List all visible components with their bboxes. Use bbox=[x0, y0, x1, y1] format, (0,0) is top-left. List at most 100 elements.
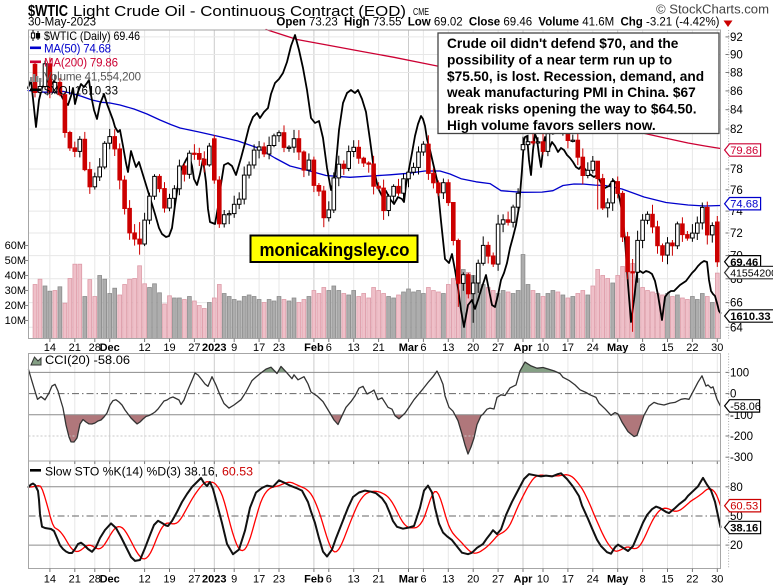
svg-text:Feb: Feb bbox=[304, 574, 324, 586]
svg-text:41554200: 41554200 bbox=[730, 268, 773, 280]
svg-text:weak manufacturing PMI in Chin: weak manufacturing PMI in China. $67 bbox=[446, 85, 696, 100]
svg-text:20: 20 bbox=[467, 342, 479, 354]
svg-text:28: 28 bbox=[89, 574, 101, 586]
svg-text:14: 14 bbox=[44, 342, 56, 354]
svg-text:monicakingsley.co: monicakingsley.co bbox=[260, 239, 410, 260]
svg-text:23: 23 bbox=[273, 342, 285, 354]
svg-text:Volume 41,554,200: Volume 41,554,200 bbox=[44, 72, 141, 84]
svg-text:50: 50 bbox=[730, 511, 743, 523]
svg-text:0: 0 bbox=[730, 389, 736, 401]
svg-text:86: 86 bbox=[730, 86, 743, 98]
svg-text:40M: 40M bbox=[5, 270, 26, 282]
svg-text:100: 100 bbox=[730, 367, 749, 379]
svg-text:CCI(20) -58.06: CCI(20) -58.06 bbox=[45, 355, 130, 367]
svg-text:13: 13 bbox=[442, 342, 454, 354]
svg-text:74.68: 74.68 bbox=[730, 199, 758, 211]
svg-text:$75.50, is lost. Recession, de: $75.50, is lost. Recession, demand, and bbox=[447, 69, 704, 84]
svg-text:82: 82 bbox=[730, 124, 743, 136]
svg-text:12: 12 bbox=[138, 574, 150, 586]
svg-text:38.16: 38.16 bbox=[730, 523, 758, 535]
svg-text:2023: 2023 bbox=[202, 574, 226, 586]
svg-text:8: 8 bbox=[640, 574, 646, 586]
svg-text:17: 17 bbox=[253, 342, 265, 354]
svg-text:-58.06: -58.06 bbox=[730, 401, 761, 413]
svg-text:13: 13 bbox=[348, 574, 360, 586]
svg-text:Feb: Feb bbox=[304, 342, 324, 354]
svg-text:$WTIC: $WTIC bbox=[28, 3, 68, 20]
svg-text:Dec: Dec bbox=[100, 574, 120, 586]
svg-text:Slow STO %K(14) %D(3) 38.16,: Slow STO %K(14) %D(3) 38.16, bbox=[45, 467, 218, 479]
svg-text:Crude oil didn't defend $70, a: Crude oil didn't defend $70, and the bbox=[447, 36, 679, 51]
svg-text:64: 64 bbox=[730, 322, 743, 334]
svg-text:Dec: Dec bbox=[100, 342, 120, 354]
svg-text:6: 6 bbox=[420, 574, 426, 586]
svg-text:23: 23 bbox=[273, 574, 285, 586]
svg-text:Mar: Mar bbox=[399, 574, 419, 586]
svg-text:-200: -200 bbox=[730, 431, 753, 443]
svg-text:6: 6 bbox=[326, 574, 332, 586]
svg-text:May: May bbox=[607, 342, 629, 354]
svg-text:17: 17 bbox=[562, 574, 574, 586]
svg-text:17: 17 bbox=[253, 574, 265, 586]
svg-text:20: 20 bbox=[730, 540, 743, 552]
svg-text:10: 10 bbox=[537, 574, 549, 586]
svg-text:-300: -300 bbox=[730, 452, 753, 464]
svg-text:24: 24 bbox=[587, 342, 599, 354]
svg-text:Open 73.23 High 73.55 Low 69.0: Open 73.23 High 73.55 Low 69.02 Close 69… bbox=[276, 17, 719, 29]
svg-text:Mar: Mar bbox=[399, 342, 419, 354]
svg-text:27: 27 bbox=[188, 342, 200, 354]
svg-text:28: 28 bbox=[89, 342, 101, 354]
svg-text:21: 21 bbox=[372, 342, 384, 354]
svg-text:-100: -100 bbox=[730, 410, 753, 422]
svg-text:19: 19 bbox=[163, 342, 175, 354]
svg-text:66: 66 bbox=[730, 298, 743, 310]
svg-text:92: 92 bbox=[730, 32, 743, 44]
svg-text:17: 17 bbox=[562, 342, 574, 354]
svg-text:9: 9 bbox=[231, 342, 237, 354]
svg-text:24: 24 bbox=[587, 574, 599, 586]
svg-text:19: 19 bbox=[163, 574, 175, 586]
svg-text:13: 13 bbox=[348, 342, 360, 354]
svg-text:21: 21 bbox=[69, 342, 81, 354]
svg-text:22: 22 bbox=[686, 574, 698, 586]
svg-text:13: 13 bbox=[442, 574, 454, 586]
svg-text:60.53: 60.53 bbox=[730, 501, 758, 513]
svg-text:$XOI 1610.33: $XOI 1610.33 bbox=[44, 86, 118, 98]
svg-text:27: 27 bbox=[492, 342, 504, 354]
svg-text:Light Crude Oil - Continuous C: Light Crude Oil - Continuous Contract (E… bbox=[73, 4, 406, 20]
svg-text:9: 9 bbox=[231, 574, 237, 586]
svg-text:14: 14 bbox=[44, 574, 56, 586]
svg-text:72: 72 bbox=[730, 228, 743, 240]
svg-text:60.53: 60.53 bbox=[222, 467, 253, 479]
svg-text:2023: 2023 bbox=[202, 342, 226, 354]
svg-text:15: 15 bbox=[661, 574, 673, 586]
svg-text:30: 30 bbox=[711, 574, 723, 586]
svg-text:22: 22 bbox=[686, 342, 698, 354]
svg-text:10M: 10M bbox=[5, 315, 26, 327]
svg-text:30M: 30M bbox=[5, 285, 26, 297]
svg-text:$WTIC (Daily) 69.46: $WTIC (Daily) 69.46 bbox=[44, 29, 140, 43]
svg-text:possibility of a near term run: possibility of a near term run up to bbox=[447, 52, 672, 67]
svg-text:27: 27 bbox=[188, 574, 200, 586]
svg-text:79.86: 79.86 bbox=[730, 145, 758, 157]
svg-text:1610.33: 1610.33 bbox=[730, 311, 770, 323]
svg-text:30-May-2023: 30-May-2023 bbox=[28, 17, 96, 29]
svg-text:20M: 20M bbox=[5, 300, 26, 312]
svg-text:MA(50) 74.68: MA(50) 74.68 bbox=[44, 44, 111, 56]
svg-text:88: 88 bbox=[730, 68, 743, 80]
svg-text:High volume favors sellers now: High volume favors sellers now. bbox=[447, 118, 656, 133]
svg-text:60M: 60M bbox=[5, 240, 26, 252]
svg-text:84: 84 bbox=[730, 105, 743, 117]
svg-text:© StockCharts.com: © StockCharts.com bbox=[656, 3, 769, 17]
svg-text:6: 6 bbox=[420, 342, 426, 354]
svg-text:30: 30 bbox=[711, 342, 723, 354]
svg-text:78: 78 bbox=[730, 164, 743, 176]
svg-text:6: 6 bbox=[326, 342, 332, 354]
svg-text:break risks opening the way to: break risks opening the way to $64.50. bbox=[447, 102, 697, 117]
svg-text:15: 15 bbox=[661, 342, 673, 354]
svg-text:21: 21 bbox=[69, 574, 81, 586]
svg-text:50M: 50M bbox=[5, 255, 26, 267]
svg-text:76: 76 bbox=[730, 185, 743, 197]
svg-text:21: 21 bbox=[372, 574, 384, 586]
svg-text:12: 12 bbox=[138, 342, 150, 354]
